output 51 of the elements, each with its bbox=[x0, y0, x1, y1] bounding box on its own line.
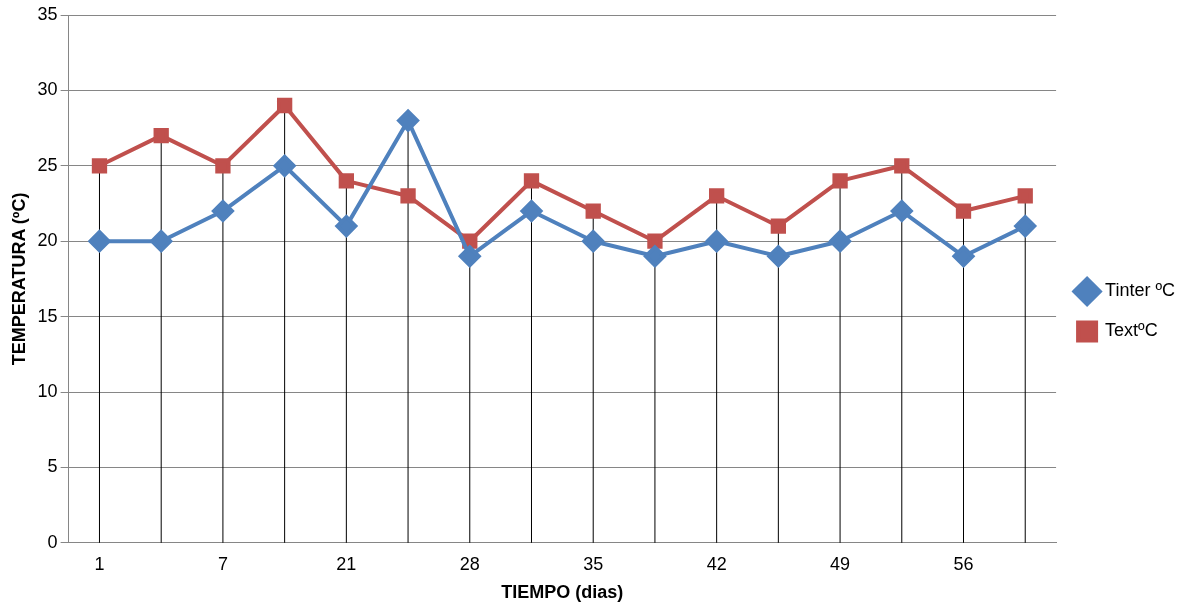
point bbox=[150, 230, 173, 253]
point bbox=[770, 218, 787, 234]
point bbox=[397, 109, 420, 132]
point bbox=[643, 245, 666, 268]
x-tick-label: 42 bbox=[706, 553, 727, 574]
point bbox=[890, 200, 913, 223]
y-tick-label: 35 bbox=[37, 3, 58, 24]
y-tick-label: 15 bbox=[37, 305, 58, 326]
y-tick-label: 10 bbox=[37, 380, 58, 401]
x-axis-title: TIEMPO (dias) bbox=[501, 582, 624, 603]
y-tick-label: 20 bbox=[37, 230, 58, 251]
x-tick-label: 7 bbox=[217, 553, 228, 574]
point bbox=[1014, 215, 1037, 238]
legend-label: TextºC bbox=[1105, 320, 1158, 341]
x-tick-label: 49 bbox=[830, 553, 851, 574]
x-tick-label: 35 bbox=[583, 553, 604, 574]
point bbox=[400, 188, 416, 204]
point bbox=[91, 158, 108, 174]
point bbox=[338, 173, 354, 189]
y-tick-label: 5 bbox=[47, 456, 58, 477]
point bbox=[520, 200, 543, 223]
point bbox=[705, 230, 728, 253]
point bbox=[955, 203, 972, 219]
y-tick-label: 30 bbox=[37, 79, 58, 100]
point bbox=[832, 173, 848, 189]
x-tick-label: 21 bbox=[336, 553, 357, 574]
point bbox=[215, 158, 231, 174]
point bbox=[767, 245, 790, 268]
point bbox=[894, 158, 910, 174]
point bbox=[708, 188, 725, 204]
point bbox=[647, 233, 663, 249]
point bbox=[952, 245, 975, 268]
y-tick-label: 0 bbox=[47, 531, 58, 552]
point bbox=[211, 200, 234, 223]
x-tick-label: 1 bbox=[94, 553, 105, 574]
point bbox=[458, 245, 481, 268]
point bbox=[523, 173, 540, 189]
x-tick-label: 56 bbox=[953, 553, 974, 574]
point bbox=[582, 230, 605, 253]
point bbox=[335, 215, 358, 238]
point bbox=[1017, 188, 1033, 204]
point bbox=[585, 203, 601, 219]
point bbox=[153, 127, 169, 144]
y-tick-label: 25 bbox=[37, 154, 58, 175]
x-tick-label: 28 bbox=[459, 553, 480, 574]
point bbox=[273, 154, 296, 177]
point bbox=[276, 97, 293, 114]
point bbox=[88, 230, 111, 253]
y-axis-title: TEMPERATURA (ºC) bbox=[8, 192, 29, 366]
legend-label: Tinter ºC bbox=[1105, 280, 1175, 301]
point bbox=[829, 230, 852, 253]
